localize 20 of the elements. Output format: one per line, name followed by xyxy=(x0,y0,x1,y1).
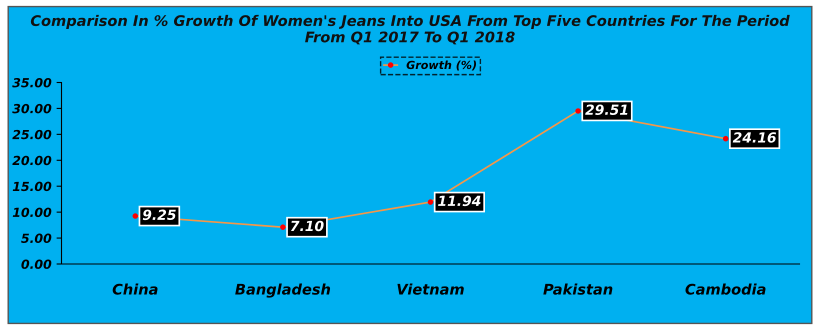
data-label: 29.51 xyxy=(585,104,628,116)
data-label: 7.10 xyxy=(290,220,324,232)
x-tick-label: Pakistan xyxy=(543,283,612,295)
y-tick-label: 35.00 xyxy=(12,78,52,88)
y-tick-label: 25.00 xyxy=(12,130,52,140)
y-tick-label: 5.00 xyxy=(21,234,52,243)
x-tick-label: China xyxy=(112,283,158,295)
y-tick-label: 20.00 xyxy=(12,156,52,166)
chart-title: Comparison In % Growth Of Women's Jeans Into USA From Top Five Countries For The Period From Q1 2017 To Q1 2018 xyxy=(30,14,790,44)
data-label: 9.25 xyxy=(142,210,176,220)
y-tick-label: 0.00 xyxy=(21,259,52,269)
x-tick-label: Vietnam xyxy=(397,283,464,295)
x-tick-label: Cambodia xyxy=(685,283,766,295)
x-tick-label: Bangladesh xyxy=(235,283,330,298)
legend-label: Growth (%) xyxy=(406,60,476,70)
data-label: 11.94 xyxy=(438,196,481,206)
y-tick-label: 10.00 xyxy=(12,208,52,218)
data-label: 24.16 xyxy=(732,132,776,143)
y-tick-label: 15.00 xyxy=(12,182,52,192)
y-tick-label: 30.00 xyxy=(12,104,52,114)
